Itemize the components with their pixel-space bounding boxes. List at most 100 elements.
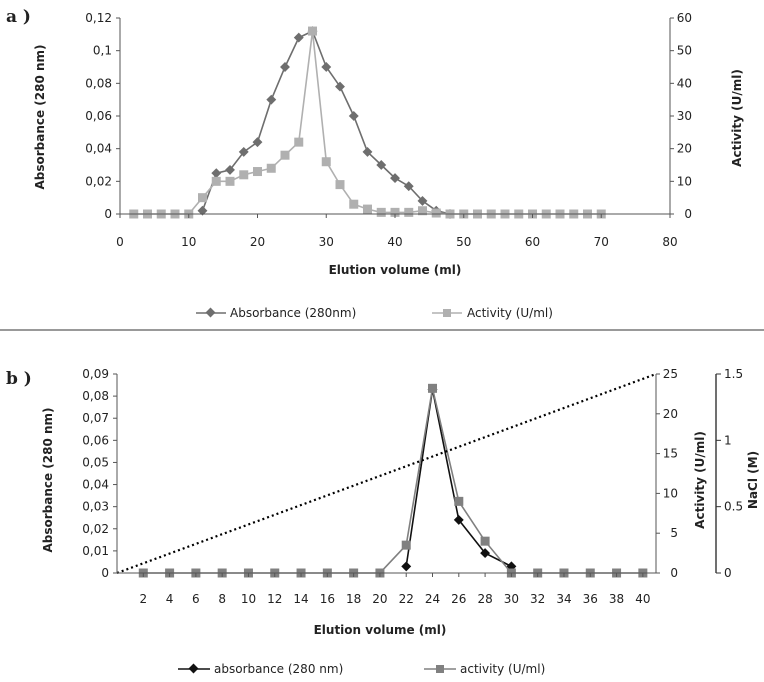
a-y2-tick-label: 50: [677, 44, 692, 58]
b-x-tick-label: 38: [609, 592, 624, 606]
b-x-tick-label: 22: [399, 592, 414, 606]
b-y2-tick-label: 10: [663, 486, 678, 500]
a-series-0-point: [403, 181, 414, 192]
a-y-tick-label: 0,1: [93, 44, 112, 58]
b-y2-tick-label: 0: [670, 566, 678, 580]
b-x-tick-label: 36: [583, 592, 598, 606]
a-series-0-point: [197, 205, 208, 216]
legend-a-activity-label: Activity (U/ml): [467, 306, 553, 320]
a-series-1-point: [321, 157, 331, 167]
a-series-1-point: [431, 208, 441, 218]
a-series-0-point: [266, 94, 277, 105]
a-series-0-point: [211, 168, 222, 179]
a-series-1-point: [363, 204, 372, 214]
b-y-tick-label: 0,04: [82, 478, 109, 492]
b-x-tick-label: 16: [320, 592, 335, 606]
b-y-tick-label: 0,03: [82, 500, 109, 514]
a-series-1-point: [390, 207, 400, 217]
b-y2-tick-label: 15: [663, 447, 678, 461]
a-y2-tick-label: 60: [677, 11, 692, 25]
a-y-tick-label: 0,06: [85, 109, 112, 123]
a-series-1-line: [133, 31, 602, 215]
a-x-tick-label: 70: [594, 235, 609, 249]
a-y-tick-label: 0,02: [85, 174, 112, 188]
a-series-1-point: [418, 206, 427, 216]
a-y2-tick-label: 10: [677, 174, 692, 188]
a-y-tick-label: 0,12: [85, 11, 112, 25]
b-x-tick-label: 4: [166, 592, 174, 606]
legend-b-absorbance: absorbance (280 nm): [178, 662, 343, 676]
b-x-tick-label: 14: [293, 592, 308, 606]
panel-a-marks: [129, 26, 606, 219]
a-x-tick-label: 60: [525, 235, 540, 249]
a-series-1-point: [211, 176, 221, 186]
legend-b-absorbance-label: absorbance (280 nm): [214, 662, 343, 676]
panel-a-y2-axis-label: Activity (U/ml): [730, 69, 744, 167]
panel-a-legend: Absorbance (280nm) Activity (U/ml): [196, 306, 553, 320]
a-y2-tick-label: 30: [677, 109, 692, 123]
b-series-1-point: [454, 496, 464, 506]
b-y2-tick-label: 20: [663, 407, 678, 421]
b-x-tick-label: 8: [218, 592, 226, 606]
b-y-tick-label: 0,01: [82, 544, 109, 558]
a-series-0-point: [376, 160, 387, 170]
b-series-0-point: [480, 548, 491, 559]
b-x-tick-label: 2: [139, 592, 147, 606]
b-y-tick-label: 0: [101, 566, 109, 580]
b-y-tick-label: 0,09: [82, 367, 109, 381]
panel-b-marks: [116, 372, 657, 578]
b-series-1-line: [143, 388, 643, 574]
legend-b-activity-label: activity (U/ml): [460, 662, 545, 676]
panel-b-y3-axis-label: NaCl (M): [746, 451, 760, 509]
a-series-0-point: [335, 81, 345, 92]
a-series-0-point: [225, 164, 235, 175]
panel-a-y-axis-label: Absorbance (280 nm): [33, 44, 47, 189]
b-y2-tick-label: 25: [663, 367, 678, 381]
a-series-0-point: [293, 32, 304, 43]
panel-a-axes: 0 10 20 30 40 50 60 70 80 0 0,02 0,04 0,06 0,08 0,1 0,1…: [85, 11, 692, 249]
b-x-tick-label: 30: [504, 592, 519, 606]
b-x-tick-label: 20: [372, 592, 387, 606]
a-x-tick-label: 80: [662, 235, 677, 249]
a-series-0-point: [348, 111, 359, 121]
panel-b-legend: absorbance (280 nm) activity (U/ml): [178, 662, 545, 676]
b-x-tick-label: 6: [192, 592, 200, 606]
a-series-0-point: [252, 137, 263, 148]
a-series-0-point: [280, 62, 290, 72]
b-x-tick-label: 34: [556, 592, 571, 606]
b-series-1-point: [401, 540, 411, 550]
b-series-1-point: [480, 536, 490, 546]
a-x-tick-label: 50: [456, 235, 471, 249]
b-y-tick-label: 0,05: [82, 455, 109, 469]
a-series-0-point: [417, 195, 428, 206]
a-y-tick-label: 0,08: [85, 76, 112, 90]
b-x-tick-label: 10: [241, 592, 256, 606]
b-series-0-point: [401, 561, 412, 572]
b-series-2-line: [116, 372, 657, 575]
b-y3-tick-label: 0: [724, 566, 732, 580]
a-y2-tick-label: 40: [677, 76, 692, 90]
a-series-1-point: [335, 180, 345, 190]
a-series-0-point: [362, 146, 373, 157]
a-y2-tick-label: 0: [684, 207, 692, 221]
b-y-tick-label: 0,08: [82, 389, 109, 403]
b-y2-tick-label: 5: [670, 526, 678, 540]
a-series-1-point: [280, 150, 290, 160]
legend-a-absorbance: Absorbance (280nm): [196, 306, 356, 320]
a-series-0-point: [390, 173, 400, 184]
panel-b-y-axis-label: Absorbance (280 nm): [41, 407, 55, 552]
a-series-1-point: [349, 199, 359, 209]
panel-a: a ) 0 10 20 30 40 50 60 70 80 0 0,02 0,04 0,06 0,08 0,…: [6, 7, 744, 320]
a-series-1-point: [198, 193, 207, 203]
a-x-tick-label: 10: [181, 235, 196, 249]
a-series-1-point: [253, 167, 262, 177]
b-y3-tick-label: 1: [724, 433, 732, 447]
a-x-tick-label: 20: [250, 235, 265, 249]
panel-b-label: b ): [6, 369, 32, 389]
b-x-tick-label: 32: [530, 592, 545, 606]
panel-b: b ) 2 4 6 8 10 12 14 16 18 20 22 24 26 28 30 32 34 36 38 40…: [6, 367, 760, 676]
panel-b-x-axis-label: Elution volume (ml): [314, 623, 447, 637]
legend-b-activity: activity (U/ml): [424, 662, 545, 676]
panel-b-y2-axis-label: Activity (U/ml): [693, 431, 707, 529]
